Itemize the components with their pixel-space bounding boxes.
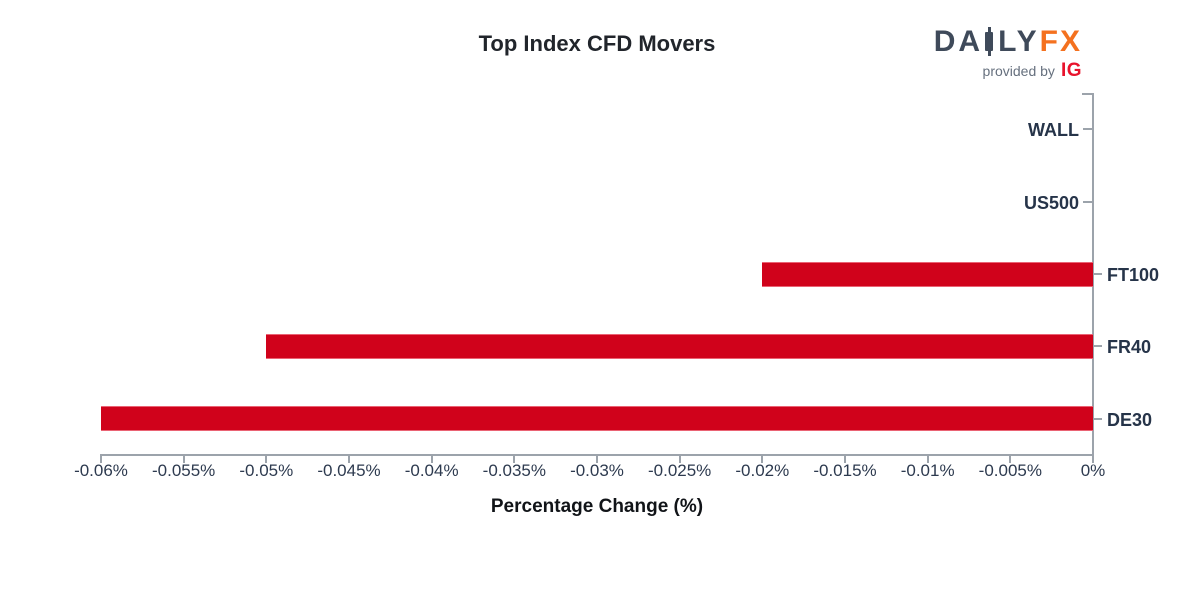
- x-axis-tick: [513, 456, 516, 463]
- y-axis-tick: [1093, 417, 1102, 420]
- x-axis-tick: [348, 456, 350, 463]
- x-tick-label: 0%: [1080, 461, 1106, 480]
- category-label-ft100: FT100: [1107, 265, 1160, 285]
- category-label-wall: WALL: [1028, 120, 1079, 141]
- x-axis-tick: [265, 456, 268, 463]
- candlestick-icon: [985, 26, 994, 57]
- x-axis-title: Percentage Change (%): [490, 496, 704, 517]
- category-label-us500: US500: [1023, 192, 1079, 213]
- y-axis-tick: [1093, 345, 1102, 348]
- candle-wick-bottom: [987, 51, 991, 56]
- x-axis-tick: [100, 456, 102, 463]
- x-tick-label: -0.04%: [404, 461, 459, 480]
- chart-title: Top Index CFD Movers: [478, 31, 716, 56]
- x-axis-tick: [678, 456, 681, 463]
- x-tick-label: -0.015%: [813, 461, 877, 480]
- dailyfx-logo: DA LY FX provided by IG: [934, 26, 1082, 82]
- logo-text-fx: FX: [1039, 24, 1082, 58]
- x-tick-label: -0.025%: [647, 461, 712, 480]
- candle-wick-top: [987, 27, 991, 32]
- y-axis-top-cap: [1082, 93, 1093, 95]
- logo-text-ly: LY: [998, 24, 1040, 58]
- x-axis-tick: [926, 456, 929, 463]
- x-axis-tick: [761, 456, 764, 463]
- y-axis-tick: [1083, 128, 1092, 131]
- x-axis-tick: [1009, 456, 1012, 463]
- bar-fr40: [266, 333, 1093, 359]
- x-tick-label: -0.06%: [74, 461, 128, 480]
- x-axis-tick: [1092, 456, 1094, 463]
- candle-body: [985, 32, 994, 51]
- x-axis-line: [100, 454, 1093, 456]
- category-label-de30: DE30: [1107, 409, 1153, 430]
- x-tick-label: -0.055%: [151, 461, 216, 480]
- y-axis-tick: [1083, 200, 1092, 203]
- y-axis-tick: [1093, 273, 1102, 275]
- dailyfx-wordmark: DA LY FX: [934, 26, 1082, 57]
- x-tick-label: -0.03%: [570, 461, 624, 480]
- x-tick-label: -0.01%: [900, 461, 955, 480]
- bar-ft100: [762, 261, 1093, 287]
- x-tick-label: -0.05%: [239, 461, 294, 480]
- x-axis-tick: [844, 456, 846, 463]
- category-label-fr40: FR40: [1107, 337, 1152, 358]
- logo-text-da: DA: [933, 24, 984, 58]
- x-axis-tick: [182, 456, 185, 463]
- x-tick-label: -0.005%: [978, 461, 1042, 480]
- x-axis-tick: [596, 456, 598, 463]
- x-tick-label: -0.045%: [317, 461, 381, 480]
- provided-by-text: provided by: [982, 63, 1055, 79]
- ig-logo: IG: [1060, 60, 1082, 81]
- logo-provided-by: provided by IG: [983, 60, 1082, 82]
- x-axis-tick: [430, 456, 433, 463]
- x-tick-label: -0.035%: [482, 461, 546, 480]
- bar-de30: [101, 406, 1093, 432]
- x-tick-label: -0.02%: [735, 461, 790, 480]
